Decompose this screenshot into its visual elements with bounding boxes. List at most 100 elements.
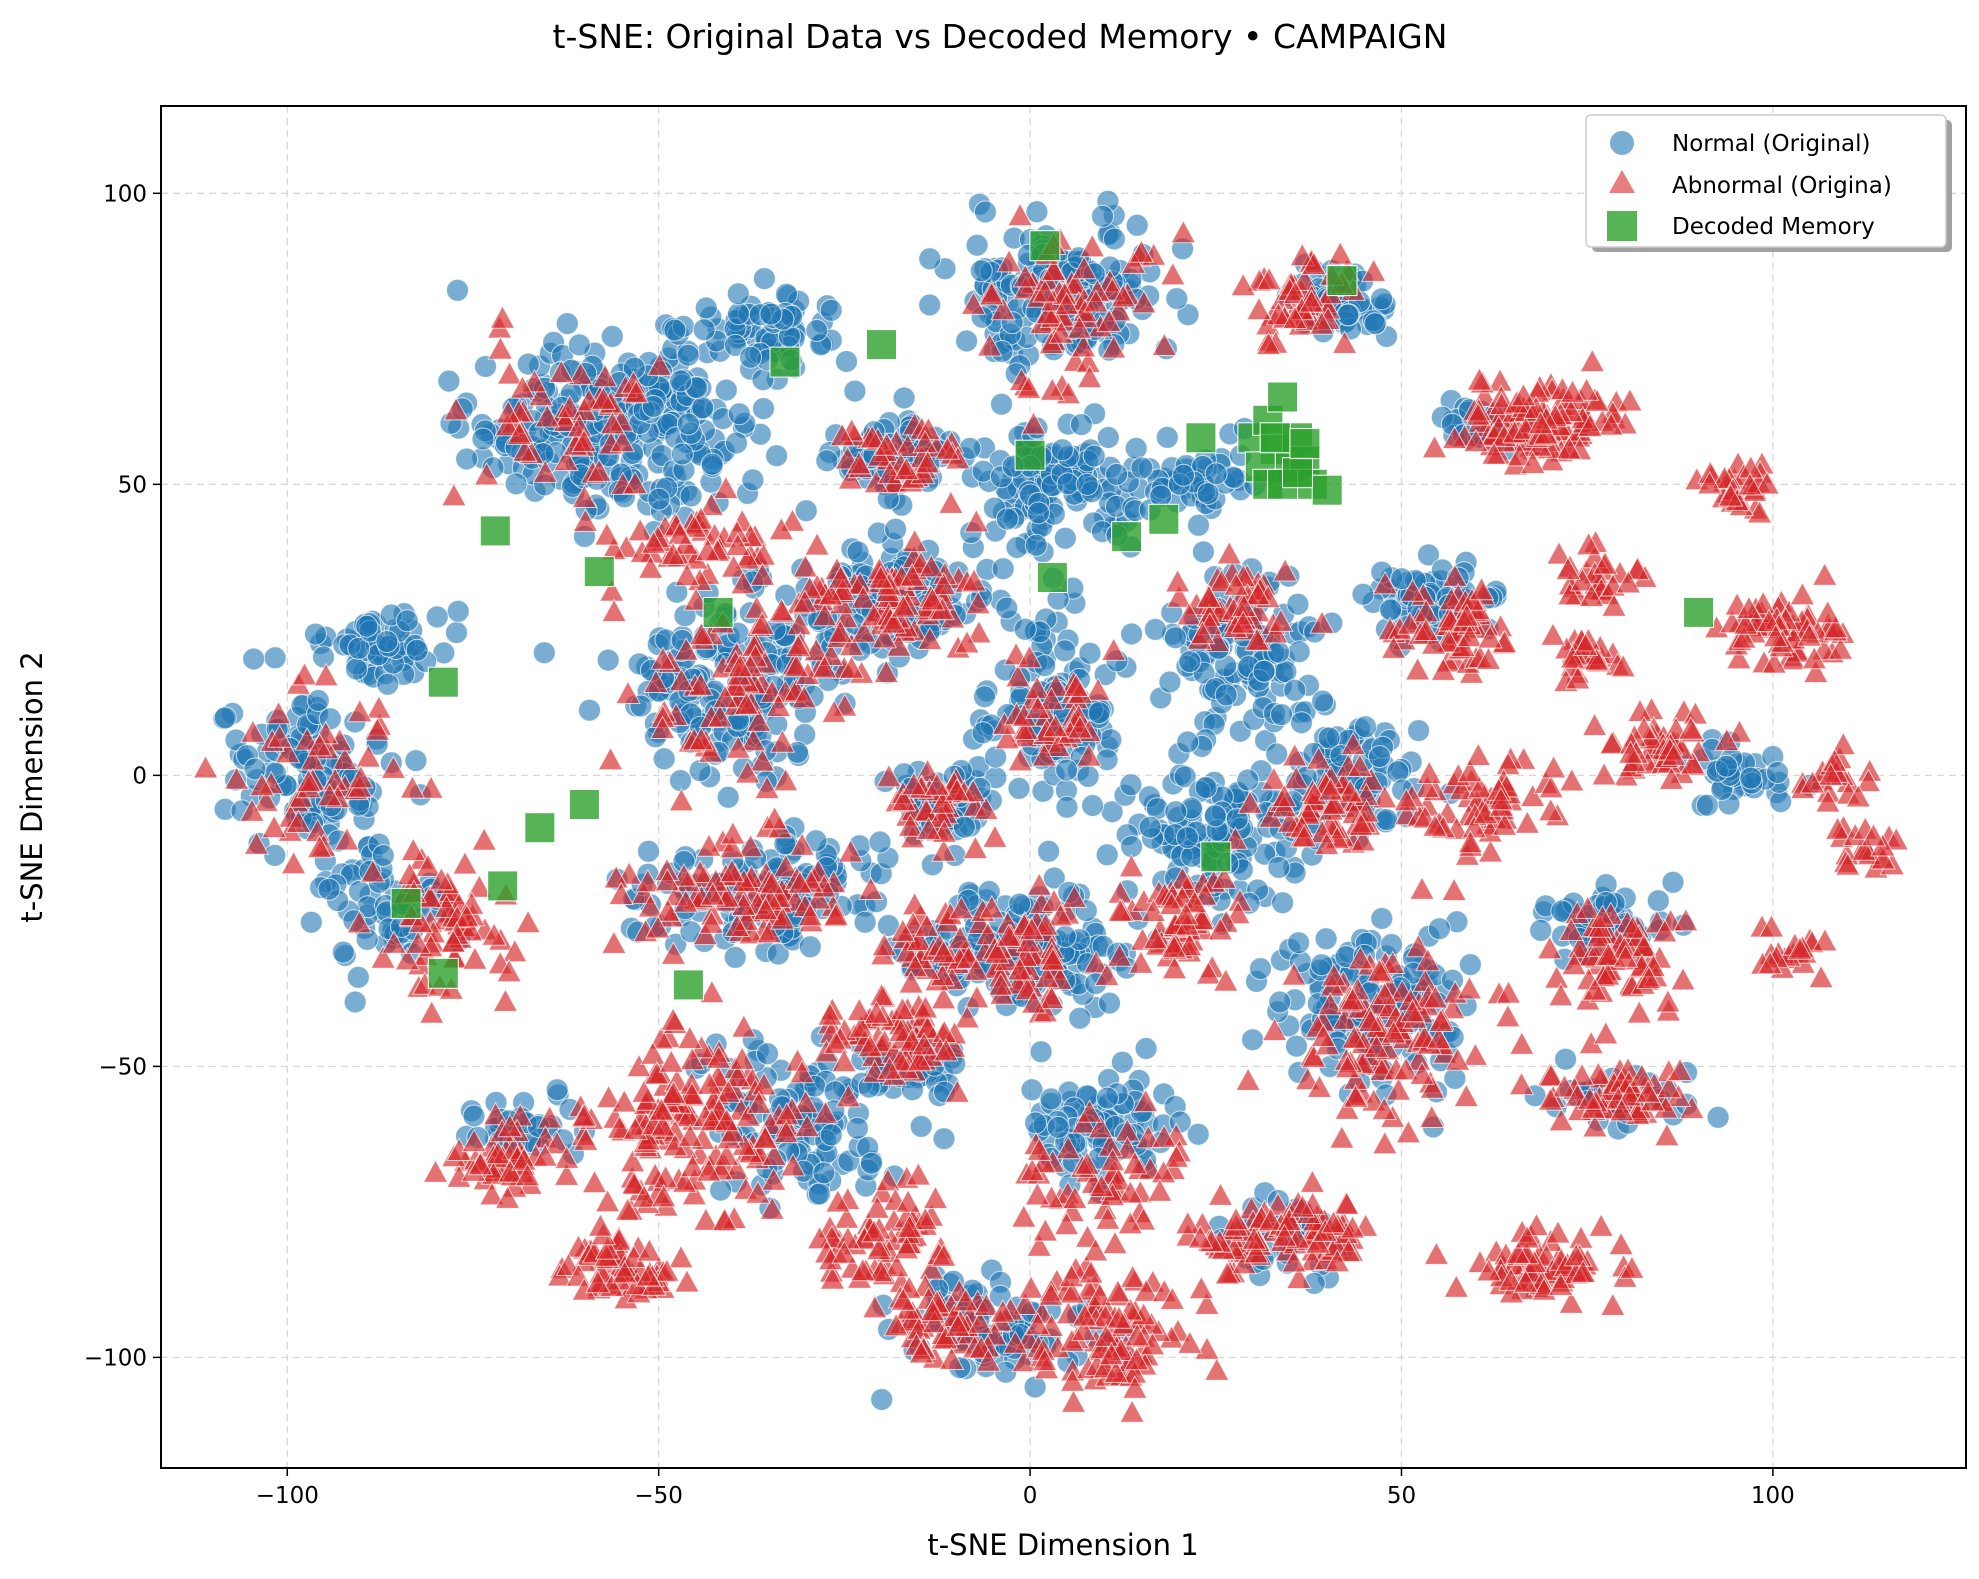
normal-point <box>1407 719 1431 743</box>
normal-point <box>752 397 775 421</box>
normal-point <box>669 369 693 393</box>
normal-point <box>1081 794 1105 817</box>
normal-point <box>725 431 748 455</box>
normal-point <box>317 877 341 901</box>
normal-point <box>1554 1047 1578 1071</box>
normal-point <box>1186 1122 1210 1146</box>
normal-point <box>756 1042 779 1066</box>
normal-point <box>1025 200 1049 224</box>
normal-point <box>1165 287 1189 311</box>
normal-point <box>955 329 979 353</box>
normal-point <box>1311 689 1335 713</box>
normal-point <box>853 910 877 934</box>
normal-point <box>1236 768 1260 792</box>
normal-point <box>1125 213 1149 237</box>
normal-point <box>1268 990 1292 1014</box>
normal-point <box>1134 1037 1158 1060</box>
normal-point <box>692 318 716 342</box>
normal-point <box>1102 227 1126 251</box>
normal-point <box>1055 758 1079 782</box>
normal-point <box>1053 925 1077 948</box>
normal-point <box>739 345 763 369</box>
normal-point <box>600 324 624 348</box>
normal-point <box>969 259 993 283</box>
normal-point <box>405 638 429 662</box>
normal-point <box>637 839 660 863</box>
normal-point <box>1196 482 1220 505</box>
normal-point <box>504 472 528 496</box>
normal-point <box>716 785 740 809</box>
normal-point <box>1241 1028 1265 1052</box>
normal-point <box>665 580 689 604</box>
normal-point <box>965 233 989 257</box>
chart-title: t-SNE: Original Data vs Decoded Memory •… <box>553 17 1448 56</box>
normal-point <box>995 596 1019 620</box>
normal-point <box>545 1078 569 1102</box>
normal-point <box>471 427 495 451</box>
normal-point <box>663 318 687 342</box>
normal-point <box>1024 533 1048 557</box>
normal-point <box>455 447 479 471</box>
normal-point <box>474 355 497 378</box>
normal-point <box>1163 626 1187 650</box>
normal-point <box>1098 991 1121 1015</box>
normal-point <box>688 759 712 783</box>
normal-point <box>1370 287 1394 311</box>
normal-point <box>1143 617 1167 641</box>
normal-point <box>1375 808 1399 832</box>
normal-point <box>843 379 867 403</box>
normal-point <box>846 540 870 564</box>
normal-point <box>1363 312 1387 336</box>
normal-point <box>1155 425 1179 449</box>
normal-point <box>1050 438 1074 462</box>
normal-point <box>1053 526 1077 550</box>
normal-point <box>815 449 839 473</box>
normal-point <box>1075 472 1099 496</box>
normal-point <box>1007 776 1031 800</box>
normal-point <box>437 369 461 393</box>
normal-point <box>991 557 1015 581</box>
normal-point <box>870 1388 894 1411</box>
normal-point <box>578 698 601 722</box>
normal-point <box>347 636 371 660</box>
normal-point <box>807 1182 831 1206</box>
normal-point <box>1290 711 1313 735</box>
normal-point <box>971 721 995 745</box>
normal-point <box>555 312 579 336</box>
normal-point <box>1124 436 1148 460</box>
normal-point <box>1715 754 1738 778</box>
normal-point <box>1037 839 1061 863</box>
normal-point <box>918 247 942 271</box>
normal-point <box>1178 650 1202 674</box>
normal-point <box>1055 795 1079 819</box>
scatter-points <box>192 189 1910 1423</box>
normal-point <box>375 630 399 653</box>
normal-point <box>1149 484 1173 508</box>
normal-point <box>1283 678 1307 702</box>
normal-point <box>1008 892 1032 916</box>
normal-point <box>798 935 822 959</box>
normal-point <box>1380 933 1403 956</box>
normal-point <box>1214 683 1238 707</box>
normal-point <box>1271 891 1295 915</box>
normal-point <box>819 298 843 322</box>
normal-point <box>462 1104 486 1128</box>
normal-point <box>647 487 671 511</box>
normal-point <box>835 350 858 373</box>
normal-point <box>1203 804 1227 828</box>
normal-point <box>263 646 287 670</box>
normal-point <box>1020 1078 1044 1102</box>
normal-point <box>694 296 718 320</box>
normal-point <box>1069 413 1093 437</box>
normal-point <box>446 278 469 302</box>
normal-point <box>1661 870 1685 894</box>
normal-point <box>995 507 1019 531</box>
normal-point <box>1095 1086 1119 1110</box>
normal-point <box>1270 703 1293 727</box>
normal-point <box>1739 766 1763 790</box>
normal-point <box>679 484 703 508</box>
normal-point <box>306 689 330 712</box>
normal-point <box>1105 462 1129 486</box>
normal-point <box>1267 855 1291 879</box>
